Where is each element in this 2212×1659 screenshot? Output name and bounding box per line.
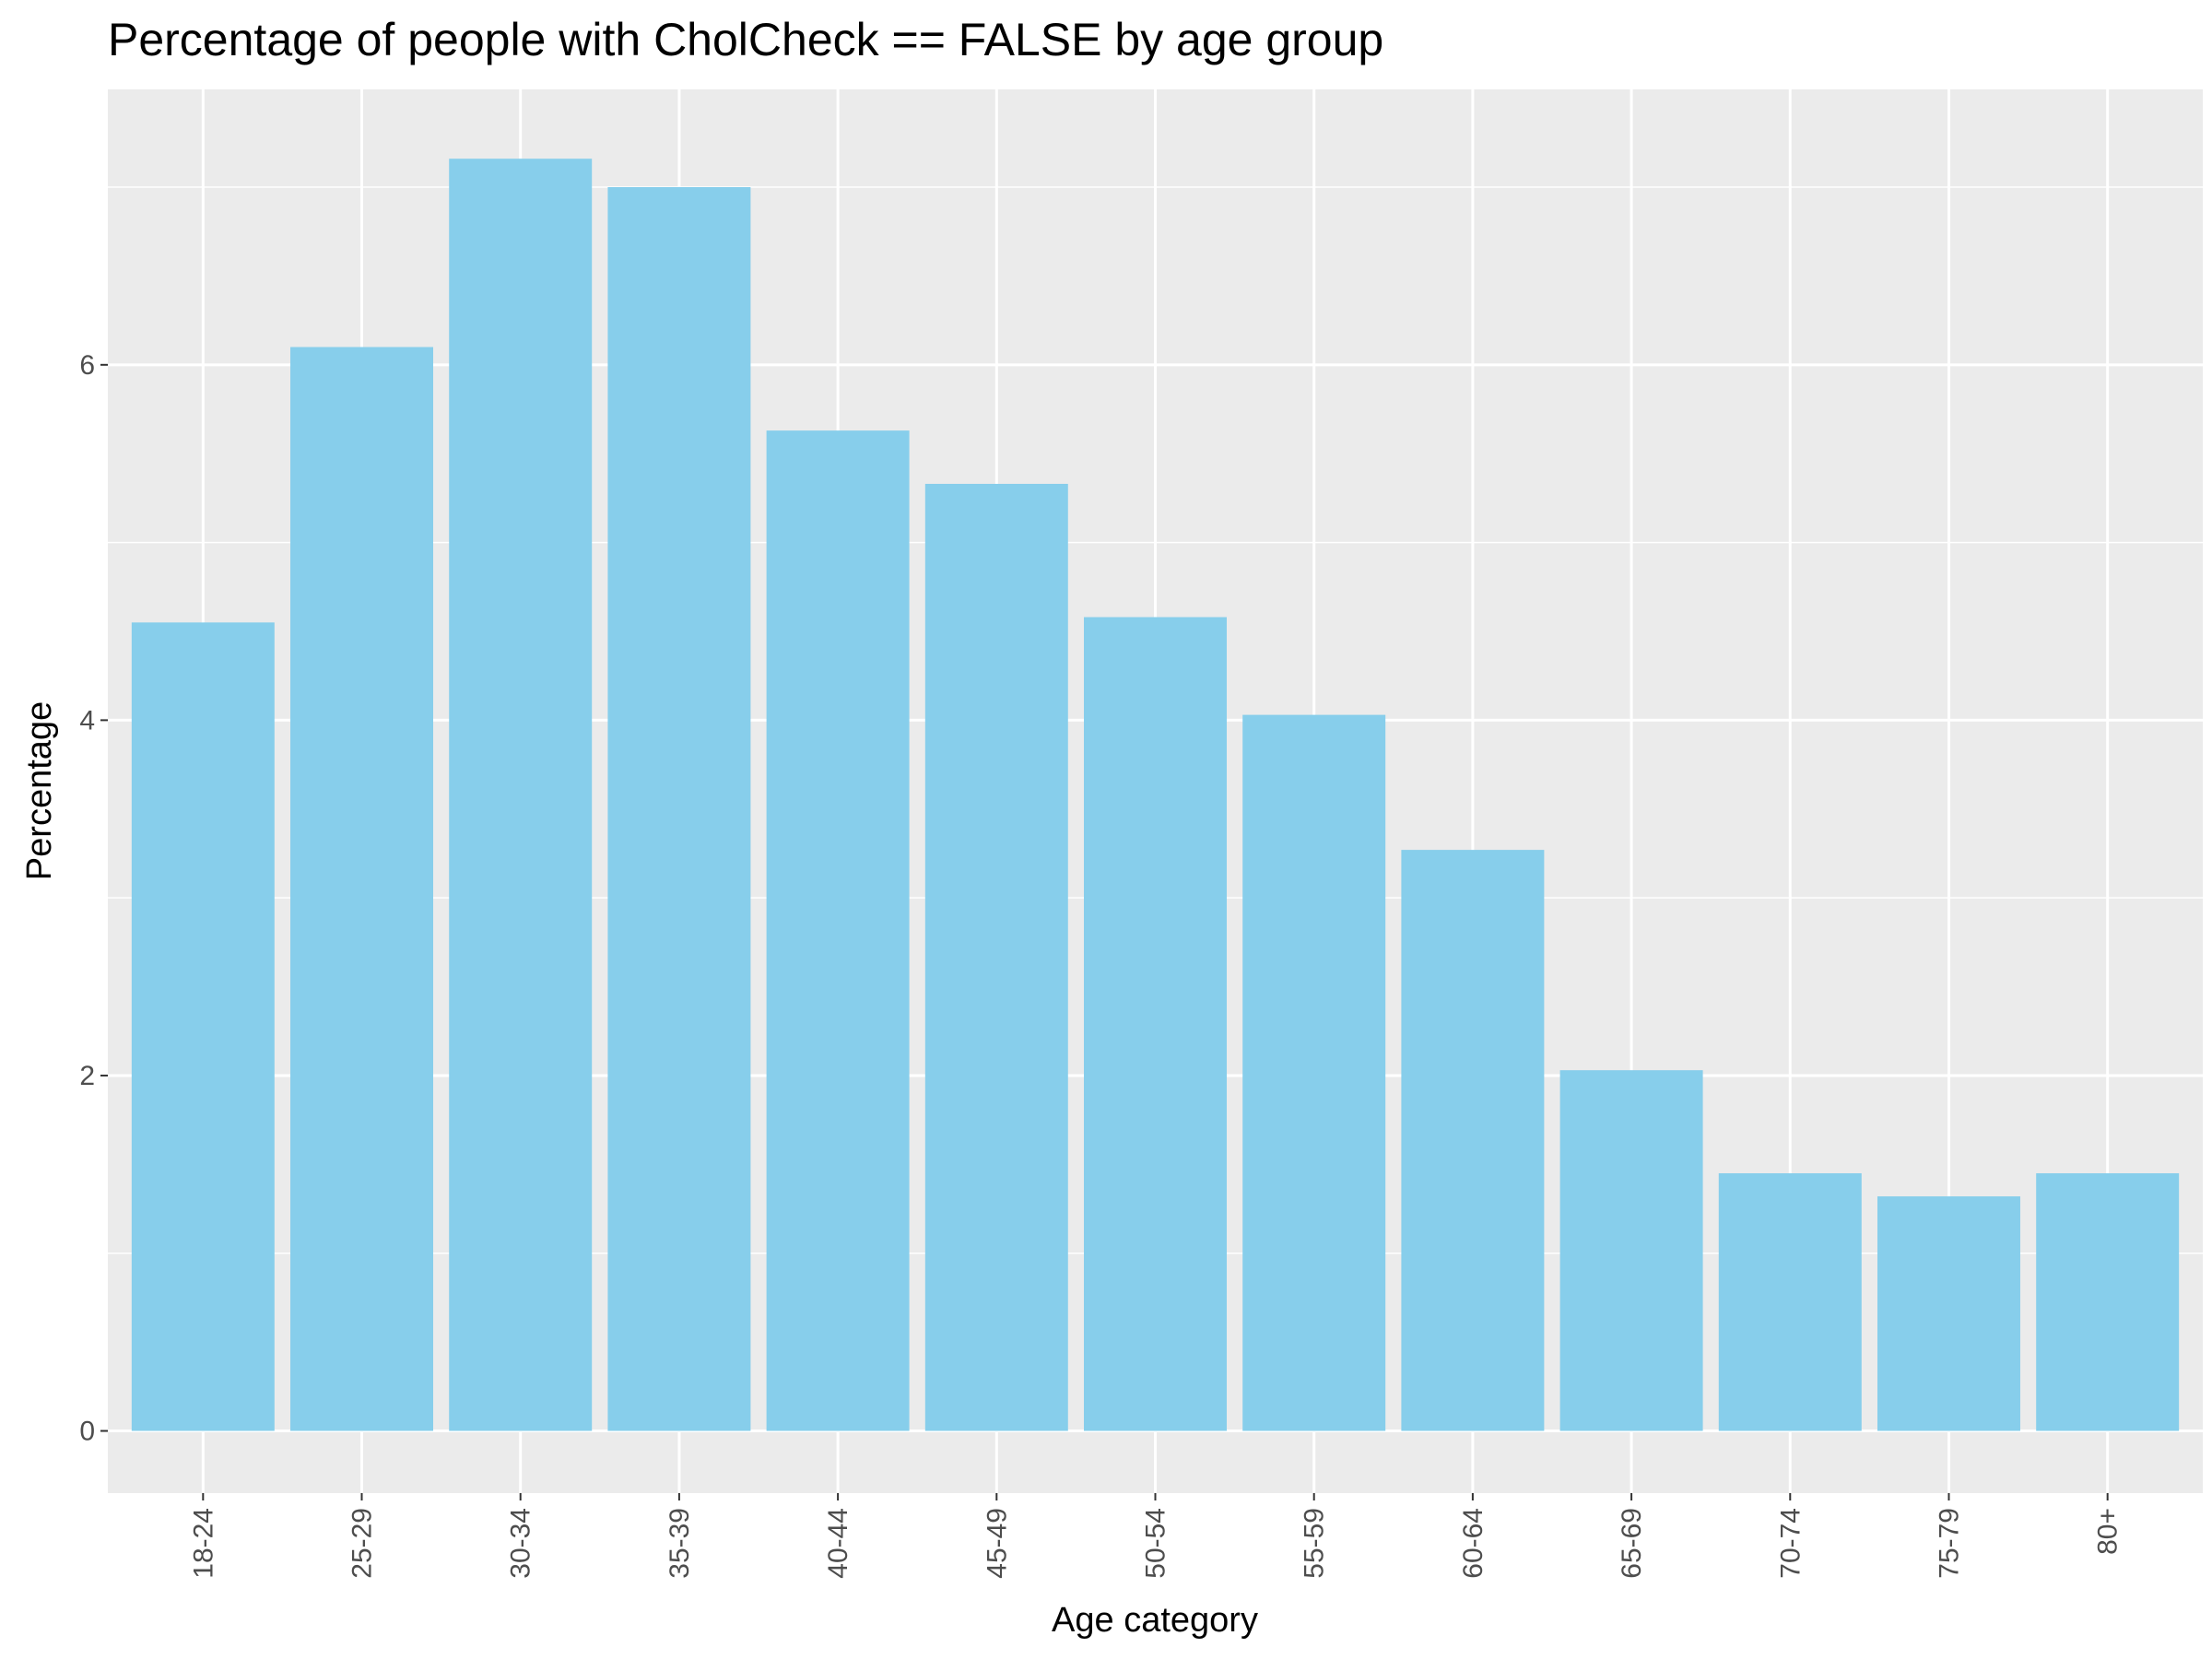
bars <box>131 159 2180 1431</box>
x-tick-label: 18-24 <box>188 1508 218 1579</box>
bar-80+ <box>2036 1172 2180 1431</box>
y-tick-label: 4 <box>79 705 95 735</box>
x-tick-label: 50-54 <box>1141 1508 1171 1579</box>
x-tick-label: 60-64 <box>1458 1508 1488 1579</box>
x-axis: 18-24 25-29 30-34 35-39 40-44 45-49 50-54 55-59… <box>188 1493 2124 1579</box>
y-tick-label: 6 <box>79 350 95 381</box>
bar-55-59 <box>1242 714 1386 1431</box>
x-tick-label: 80+ <box>2093 1508 2124 1555</box>
y-tick-label: 2 <box>79 1061 95 1091</box>
bar-50-54 <box>1084 617 1227 1431</box>
y-axis-title: Percentage <box>20 701 59 880</box>
x-tick-label: 45-49 <box>982 1508 1012 1579</box>
y-axis: 0 2 4 6 <box>79 350 108 1447</box>
bar-40-44 <box>766 430 910 1431</box>
x-tick-label: 75-79 <box>1934 1508 1964 1579</box>
y-tick-label: 0 <box>79 1417 95 1447</box>
bar-25-29 <box>290 347 434 1431</box>
x-tick-label: 65-69 <box>1617 1508 1647 1579</box>
bar-60-64 <box>1401 850 1545 1431</box>
x-tick-label: 70-74 <box>1775 1508 1806 1579</box>
bar-18-24 <box>131 622 275 1431</box>
x-axis-title: Age category <box>1052 1601 1258 1640</box>
bar-45-49 <box>924 483 1068 1431</box>
chart-title: Percentage of people with CholCheck == F… <box>108 14 1383 65</box>
bar-70-74 <box>1718 1172 1862 1431</box>
bar-30-34 <box>449 159 593 1431</box>
x-tick-label: 35-39 <box>665 1508 695 1579</box>
x-tick-label: 55-59 <box>1300 1508 1330 1579</box>
x-tick-label: 40-44 <box>823 1508 853 1579</box>
x-tick-label: 25-29 <box>347 1508 378 1579</box>
x-tick-label: 30-34 <box>506 1508 536 1579</box>
bar-75-79 <box>1877 1196 2020 1431</box>
bar-35-39 <box>607 187 751 1431</box>
bar-65-69 <box>1559 1070 1703 1431</box>
